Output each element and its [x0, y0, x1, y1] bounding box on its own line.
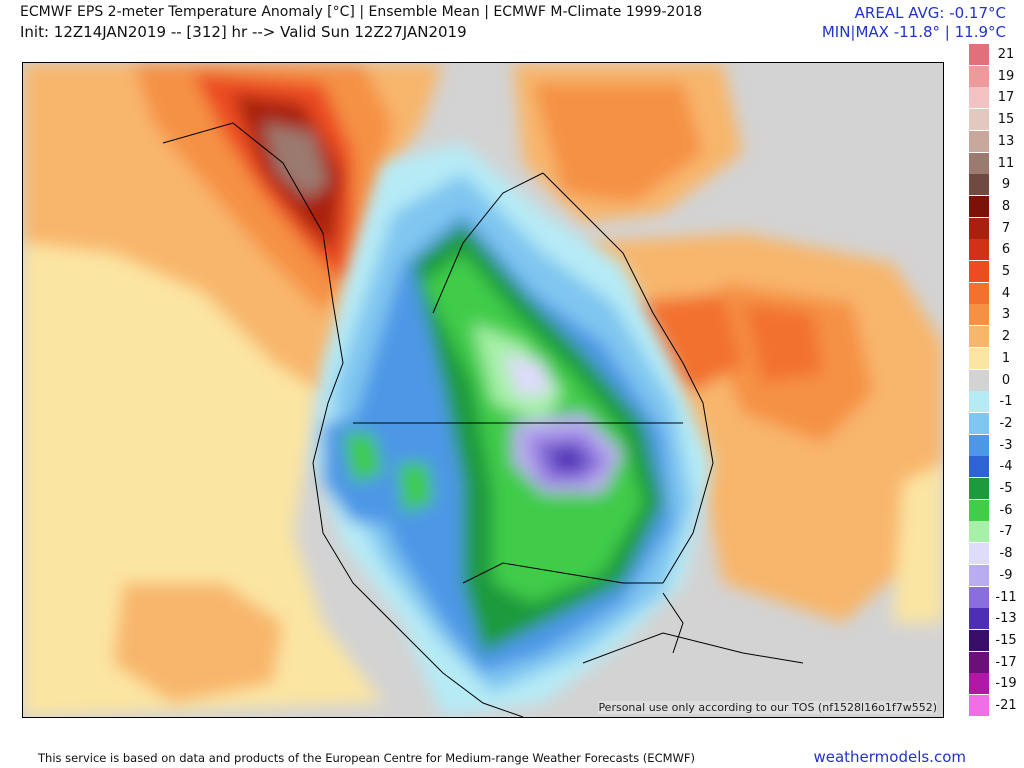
legend-label: 0	[1001, 372, 1011, 388]
legend-label: -4	[999, 459, 1013, 475]
legend-swatch	[969, 65, 989, 87]
legend-swatch	[969, 261, 989, 282]
legend-label: 3	[1001, 307, 1011, 323]
legend-swatch	[969, 44, 989, 65]
map-title: ECMWF EPS 2-meter Temperature Anomaly [°…	[20, 4, 703, 20]
legend-label: -11	[995, 589, 1017, 605]
map-canvas	[23, 63, 943, 717]
legend-label: -8	[999, 546, 1013, 562]
legend-label: 21	[997, 47, 1015, 62]
legend-swatch	[969, 304, 989, 326]
legend-label: 4	[1001, 285, 1011, 301]
legend-swatch	[969, 521, 989, 543]
legend-swatch	[969, 695, 989, 716]
legend-label: -15	[995, 632, 1017, 648]
legend-swatch	[969, 369, 989, 391]
legend-swatch	[969, 412, 989, 434]
legend-swatch	[969, 673, 989, 695]
ecmwf-attribution: This service is based on data and produc…	[38, 751, 695, 765]
legend-swatch	[969, 608, 989, 630]
legend-label: 6	[1001, 242, 1011, 258]
min-max-values: MIN|MAX -11.8° | 11.9°C	[821, 23, 1006, 41]
legend-swatch	[969, 391, 989, 413]
legend-label: -7	[999, 524, 1013, 540]
legend-label: 11	[997, 155, 1015, 171]
legend-label: 1	[1001, 350, 1011, 366]
usage-watermark: Personal use only according to our TOS (…	[598, 701, 937, 714]
legend-swatch	[969, 174, 989, 196]
legend-label: -6	[999, 502, 1013, 518]
legend-swatch	[969, 456, 989, 478]
legend-swatch	[969, 434, 989, 456]
legend-swatch	[969, 109, 989, 131]
coastlines-and-borders	[162, 122, 804, 717]
legend-swatch	[969, 347, 989, 369]
legend-swatch	[969, 564, 989, 586]
legend-label: -13	[995, 611, 1017, 627]
legend-swatch	[969, 499, 989, 521]
legend-label: 9	[1001, 177, 1011, 193]
legend-label: 13	[997, 133, 1015, 149]
legend-swatch	[969, 543, 989, 565]
legend-swatch	[969, 586, 989, 608]
legend-label: -9	[999, 567, 1013, 583]
legend-swatch	[969, 195, 989, 217]
legend-label: 19	[997, 68, 1015, 84]
legend-label: 8	[1001, 198, 1011, 214]
init-valid-time: Init: 12Z14JAN2019 -- [312] hr --> Valid…	[20, 23, 467, 41]
legend-swatch	[969, 239, 989, 261]
legend-label: 17	[997, 90, 1015, 106]
legend-label: 7	[1001, 220, 1011, 236]
legend-label: -19	[995, 676, 1017, 692]
legend-swatch	[969, 152, 989, 174]
legend-swatch	[969, 629, 989, 651]
cold-anomaly-fields	[313, 143, 713, 717]
legend-swatch	[969, 651, 989, 673]
temperature-anomaly-map: Personal use only according to our TOS (…	[22, 62, 944, 718]
legend-swatch	[969, 130, 989, 152]
areal-average: AREAL AVG: -0.17°C	[854, 4, 1006, 22]
legend-label: 2	[1001, 329, 1011, 345]
legend-label: -2	[999, 415, 1013, 431]
legend-swatch	[969, 87, 989, 109]
legend-swatch	[969, 217, 989, 239]
legend-swatch	[969, 478, 989, 499]
legend-label: -1	[999, 394, 1013, 410]
legend-swatch	[969, 326, 989, 348]
legend-label: -3	[999, 437, 1013, 453]
legend-label: -5	[999, 481, 1013, 496]
legend-label: -17	[995, 654, 1017, 670]
legend-label: 5	[1001, 264, 1011, 279]
legend-label: -21	[995, 698, 1017, 713]
legend-swatch	[969, 282, 989, 304]
legend-label: 15	[997, 112, 1015, 128]
warm-anomaly-fields	[23, 63, 943, 717]
weathermodels-brand[interactable]: weathermodels.com	[813, 748, 966, 766]
